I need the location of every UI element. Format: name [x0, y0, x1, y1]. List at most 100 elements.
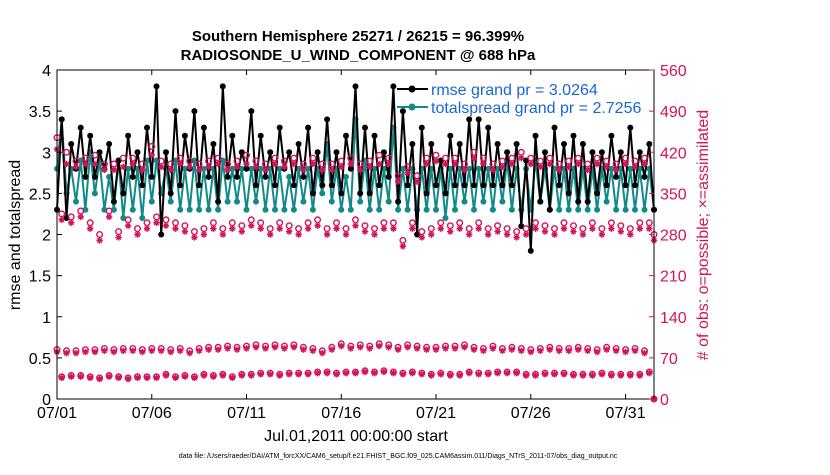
spread-point — [627, 165, 634, 172]
obs-assimilated-marker — [243, 345, 250, 352]
rmse-point — [542, 149, 548, 156]
obs-possible-upper-marker — [617, 222, 625, 230]
rmse-point — [428, 141, 435, 147]
rmse-point — [546, 206, 553, 213]
obs-assimilated-marker — [451, 345, 459, 352]
obs-assimilated-upper-marker — [120, 163, 127, 171]
rmse-point — [319, 182, 326, 189]
obs-possible-upper-marker — [626, 225, 634, 233]
spread-point — [603, 198, 610, 205]
spread-point — [489, 206, 496, 213]
obs-possible-upper-marker — [314, 216, 322, 224]
rmse-point — [532, 132, 539, 139]
obs-assimilated-upper-marker — [499, 163, 506, 171]
rmse-point — [461, 182, 468, 189]
rmse-point — [584, 198, 591, 205]
obs-assimilated-marker — [428, 372, 435, 379]
obs-assimilated-upper-marker — [361, 228, 369, 235]
x-axis: 07/01 07/06 07/11 07/16 07/21 07/26 07/31 — [37, 70, 646, 422]
obs-assimilated-marker — [143, 374, 151, 382]
obs-assimilated-upper-marker — [328, 166, 336, 174]
obs-assimilated-marker — [399, 371, 407, 378]
obs-assimilated-upper-marker — [570, 228, 577, 235]
obs-assimilated-upper-marker — [304, 225, 312, 232]
obs-assimilated-upper-marker — [394, 178, 402, 185]
rmse-point — [499, 182, 506, 189]
obs-possible-upper-marker — [63, 148, 71, 156]
spread-point — [622, 206, 629, 213]
rmse-point — [404, 182, 411, 189]
rmse-point — [91, 173, 98, 180]
rmse-point — [200, 124, 207, 131]
obs-assimilated-upper-marker — [200, 231, 208, 238]
legend-rmse-label: rmse grand pr = 3.0264 — [431, 82, 598, 99]
rmse-point — [466, 116, 473, 123]
rmse-point — [347, 165, 354, 172]
rmse-point — [309, 190, 316, 197]
spread-point — [177, 206, 184, 213]
rmse-point — [551, 124, 558, 131]
obs-assimilated-upper-marker — [518, 154, 525, 162]
spread-point — [376, 206, 383, 213]
obs-possible-upper-marker — [124, 216, 132, 224]
obs-assimilated-upper-marker — [101, 166, 108, 174]
obs-assimilated-marker — [352, 369, 359, 377]
rmse-point — [556, 182, 563, 189]
obs-assimilated-upper-marker — [181, 228, 189, 235]
obs-assimilated-marker — [314, 369, 321, 377]
obs-assimilated-marker — [86, 374, 94, 382]
obs-possible-upper-marker — [219, 225, 227, 233]
x-tick-label: 07/21 — [416, 405, 456, 422]
rmse-point — [234, 173, 240, 180]
obs-assimilated-marker — [518, 347, 525, 355]
obs-assimilated-upper-marker — [560, 225, 568, 232]
obs-assimilated-marker — [167, 348, 174, 356]
spread-point — [272, 206, 278, 213]
spread-point — [300, 198, 307, 205]
y-tick-label: 3.5 — [29, 104, 51, 121]
y-tick-label: 4 — [42, 63, 51, 80]
obs-possible-upper-marker — [593, 154, 601, 162]
obs-possible-upper-marker — [513, 228, 521, 236]
obs-assimilated-marker — [598, 371, 606, 378]
obs-assimilated-upper-marker — [636, 225, 643, 232]
spread-point — [286, 173, 293, 180]
rmse-point — [300, 173, 307, 180]
obs-possible-upper-marker — [508, 154, 516, 162]
obs-possible-upper-marker — [527, 154, 535, 162]
rmse-point — [613, 173, 620, 180]
rmse-point — [471, 182, 477, 189]
obs-assimilated-upper-marker — [641, 160, 648, 168]
rmse-point — [139, 182, 146, 189]
rmse-point — [272, 182, 278, 189]
obs-possible-upper-marker — [323, 225, 331, 233]
rmse-point — [646, 141, 653, 147]
y-right-tick-label: 490 — [660, 104, 687, 121]
obs-assimilated-marker — [579, 372, 587, 379]
obs-possible-upper-marker — [380, 219, 388, 227]
y-right-tick-label: 560 — [660, 63, 687, 80]
obs-assimilated-marker — [366, 345, 373, 352]
rmse-point — [433, 182, 439, 189]
obs-assimilated-upper-marker — [579, 231, 587, 238]
obs-assimilated-marker — [229, 374, 236, 382]
obs-assimilated-marker — [191, 374, 198, 382]
obs-assimilated-upper-marker — [584, 166, 591, 174]
x-tick-label: 07/26 — [511, 405, 551, 422]
rmse-point — [328, 182, 335, 189]
obs-possible-upper-marker — [560, 219, 568, 227]
obs-assimilated-marker — [357, 344, 364, 351]
obs-possible-upper-marker — [181, 222, 189, 230]
obs-assimilated-upper-marker — [96, 237, 103, 244]
spread-point — [281, 206, 288, 213]
obs-assimilated-marker — [513, 369, 520, 377]
obs-assimilated-upper-marker — [556, 166, 563, 174]
obs-assimilated-marker — [494, 369, 501, 377]
rmse-point — [248, 108, 255, 115]
rmse-point — [219, 83, 226, 90]
obs-assimilated-upper-marker — [385, 160, 392, 168]
obs-assimilated-marker — [110, 348, 118, 356]
obs-assimilated-upper-marker — [513, 234, 520, 241]
rmse-point — [508, 182, 515, 189]
